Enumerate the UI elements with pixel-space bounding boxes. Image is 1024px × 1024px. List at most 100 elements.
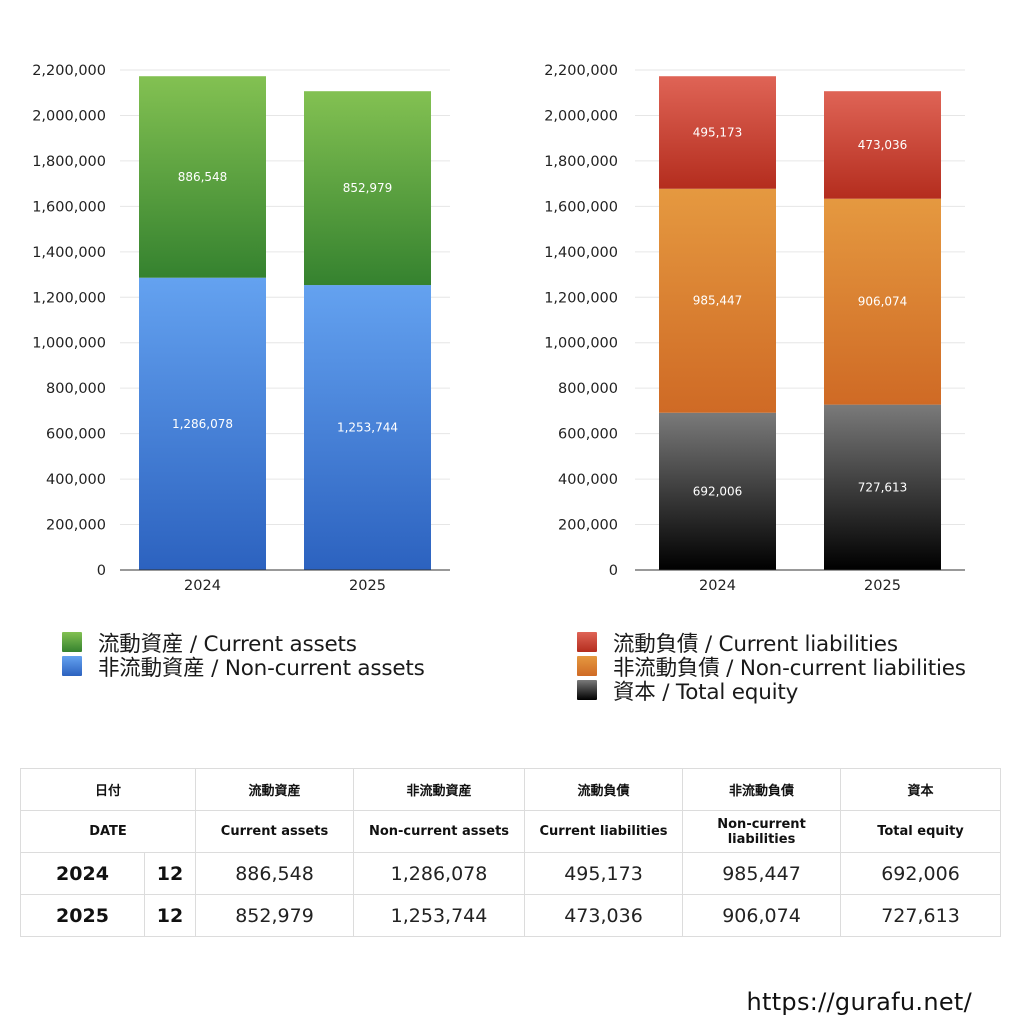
legend-item-non-current-liabilities: 非流動負債 / Non-current liabilities bbox=[577, 654, 966, 681]
legend-label-current-liabilities: 流動負債 / Current liabilities bbox=[613, 631, 898, 657]
header-current-liabilities-en: Current liabilities bbox=[524, 810, 684, 853]
cell-non-current-assets: 1,286,078 bbox=[353, 852, 526, 895]
table-row: 2025 12 852,979 1,253,744 473,036 906,07… bbox=[20, 894, 1002, 937]
data-label: 886,548 bbox=[178, 170, 228, 184]
bar-segment bbox=[139, 76, 266, 278]
bar-segment bbox=[659, 188, 776, 413]
y-tick-label: 600,000 bbox=[558, 427, 618, 443]
y-tick-label: 800,000 bbox=[46, 381, 106, 397]
data-label: 985,447 bbox=[693, 294, 743, 308]
liabilities-equity-chart: 0 200,000 400,000 600,000 800,000 1,000,000 1,… bbox=[544, 63, 965, 594]
row-month: 12 bbox=[143, 894, 197, 937]
header-non-current-liabilities-jp: 非流動負債 bbox=[682, 768, 842, 811]
legend-label-total-equity: 資本 / Total equity bbox=[613, 679, 799, 705]
cell-current-assets: 886,548 bbox=[195, 852, 355, 895]
y-tick-label: 1,400,000 bbox=[32, 245, 106, 261]
y-tick-label: 2,200,000 bbox=[32, 63, 106, 79]
header-non-current-assets-en: Non-current assets bbox=[353, 810, 526, 853]
table-header-row-en: DATE Current assets Non-current assets C… bbox=[19, 810, 1002, 853]
liabilities-legend: 流動負債 / Current liabilities 非流動負債 / Non-c… bbox=[577, 630, 966, 705]
y-tick-label: 400,000 bbox=[558, 472, 618, 488]
y-tick-label: 400,000 bbox=[46, 472, 106, 488]
bar-segment bbox=[304, 91, 431, 286]
y-tick-label: 0 bbox=[609, 563, 618, 579]
y-tick-label: 200,000 bbox=[46, 518, 106, 534]
data-label: 852,979 bbox=[343, 181, 393, 195]
legend-item-current-liabilities: 流動負債 / Current liabilities bbox=[577, 630, 966, 657]
y-tick-label: 200,000 bbox=[558, 518, 618, 534]
x-tick-label: 2025 bbox=[864, 578, 901, 594]
x-tick-label: 2024 bbox=[699, 578, 736, 594]
header-current-assets-jp: 流動資産 bbox=[195, 768, 355, 811]
legend-swatch-total-equity bbox=[577, 680, 597, 700]
bar-segment bbox=[659, 412, 776, 570]
y-tick-label: 1,800,000 bbox=[544, 154, 618, 170]
y-tick-label: 2,000,000 bbox=[544, 108, 618, 124]
assets-legend: 流動資産 / Current assets 非流動資産 / Non-curren… bbox=[62, 630, 425, 681]
header-total-equity-jp: 資本 bbox=[840, 768, 1002, 811]
header-total-equity-en: Total equity bbox=[840, 810, 1002, 853]
y-tick-label: 1,000,000 bbox=[32, 336, 106, 352]
legend-label-non-current-assets: 非流動資産 / Non-current assets bbox=[98, 655, 425, 681]
data-label: 692,006 bbox=[693, 484, 743, 498]
legend-label-non-current-liabilities: 非流動負債 / Non-current liabilities bbox=[613, 655, 966, 681]
bar-segment bbox=[824, 198, 941, 405]
y-tick-label: 1,400,000 bbox=[544, 245, 618, 261]
data-label: 495,173 bbox=[693, 125, 743, 139]
legend-item-total-equity: 資本 / Total equity bbox=[577, 678, 966, 705]
cell-non-current-assets: 1,253,744 bbox=[353, 894, 526, 937]
y-tick-label: 0 bbox=[97, 563, 106, 579]
table-row: 2024 12 886,548 1,286,078 495,173 985,44… bbox=[20, 852, 1002, 895]
cell-non-current-liabilities: 906,074 bbox=[682, 894, 842, 937]
site-url: https://gurafu.net/ bbox=[746, 988, 972, 1016]
table-header-row-jp: 日付 流動資産 非流動資産 流動負債 非流動負債 資本 bbox=[19, 768, 1002, 811]
assets-chart: 0 200,000 400,000 600,000 800,000 1,000,000 1,… bbox=[32, 63, 450, 594]
data-label: 727,613 bbox=[858, 480, 908, 494]
x-tick-label: 2025 bbox=[349, 578, 386, 594]
row-year: 2025 bbox=[20, 894, 145, 937]
y-tick-label: 800,000 bbox=[558, 381, 618, 397]
data-label: 906,074 bbox=[858, 295, 908, 309]
y-tick-label: 1,200,000 bbox=[32, 290, 106, 306]
legend-label-current-assets: 流動資産 / Current assets bbox=[98, 631, 357, 657]
legend-swatch-non-current-assets bbox=[62, 656, 82, 676]
legend-item-non-current-assets: 非流動資産 / Non-current assets bbox=[62, 654, 425, 681]
y-tick-label: 600,000 bbox=[46, 427, 106, 443]
y-tick-label: 1,600,000 bbox=[32, 199, 106, 215]
charts-canvas: 0 200,000 400,000 600,000 800,000 1,000,000 1,… bbox=[32, 63, 965, 594]
balance-sheet-table: 日付 流動資産 非流動資産 流動負債 非流動負債 資本 DATE Current… bbox=[19, 768, 1002, 937]
cell-total-equity: 692,006 bbox=[840, 852, 1002, 895]
cell-non-current-liabilities: 985,447 bbox=[682, 852, 842, 895]
header-date-en: DATE bbox=[19, 810, 197, 853]
cell-current-assets: 852,979 bbox=[195, 894, 355, 937]
x-tick-label: 2024 bbox=[184, 578, 221, 594]
bar-segment bbox=[304, 285, 431, 570]
header-current-liabilities-jp: 流動負債 bbox=[524, 768, 684, 811]
header-current-assets-en: Current assets bbox=[195, 810, 355, 853]
legend-swatch-non-current-liabilities bbox=[577, 656, 597, 676]
bar-segment bbox=[659, 76, 776, 189]
bar-segment bbox=[824, 404, 941, 570]
cell-total-equity: 727,613 bbox=[840, 894, 1002, 937]
header-non-current-assets-jp: 非流動資産 bbox=[353, 768, 526, 811]
y-tick-label: 1,800,000 bbox=[32, 154, 106, 170]
data-label: 473,036 bbox=[858, 138, 908, 152]
data-label: 1,253,744 bbox=[337, 421, 398, 435]
legend-swatch-current-liabilities bbox=[577, 632, 597, 652]
y-tick-label: 1,600,000 bbox=[544, 199, 618, 215]
data-label: 1,286,078 bbox=[172, 417, 233, 431]
y-tick-label: 1,000,000 bbox=[544, 336, 618, 352]
cell-current-liabilities: 495,173 bbox=[524, 852, 684, 895]
bar-segment bbox=[139, 277, 266, 570]
bar-segment bbox=[824, 91, 941, 199]
legend-item-current-assets: 流動資産 / Current assets bbox=[62, 630, 425, 657]
cell-current-liabilities: 473,036 bbox=[524, 894, 684, 937]
header-date-jp: 日付 bbox=[19, 768, 197, 811]
header-non-current-liabilities-en: Non-current liabilities bbox=[682, 810, 842, 853]
legend-swatch-current-assets bbox=[62, 632, 82, 652]
y-tick-label: 2,200,000 bbox=[544, 63, 618, 79]
y-tick-label: 1,200,000 bbox=[544, 290, 618, 306]
row-month: 12 bbox=[143, 852, 197, 895]
row-year: 2024 bbox=[20, 852, 145, 895]
y-tick-label: 2,000,000 bbox=[32, 108, 106, 124]
